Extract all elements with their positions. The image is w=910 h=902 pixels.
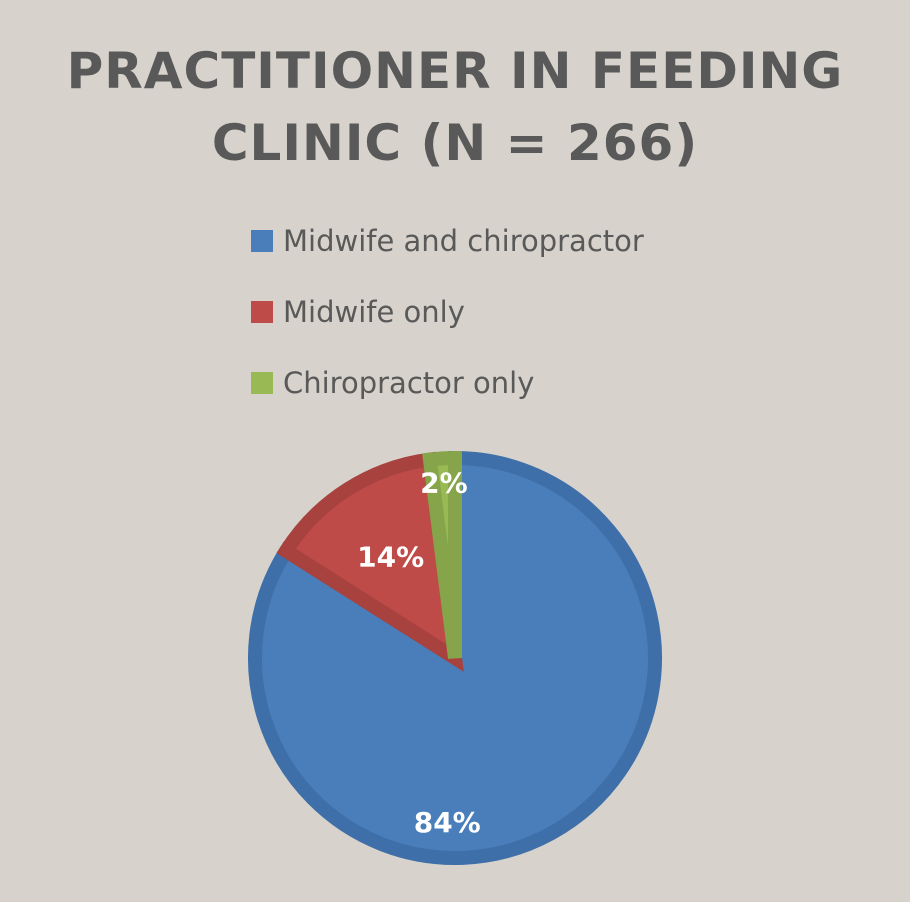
chart-legend: Midwife and chiropractor Midwife only Chir… — [251, 224, 644, 400]
chart-title-line-2: CLINIC (N = 266) — [212, 114, 698, 172]
pie-slice — [422, 450, 462, 659]
pie-data-label: 84% — [414, 806, 481, 839]
pie-data-label: 14% — [357, 541, 424, 574]
pie-slice — [276, 451, 464, 672]
pie-data-label: 2% — [420, 466, 468, 499]
chart-title-line-1: PRACTITIONER IN FEEDING — [67, 42, 844, 100]
legend-item: Midwife and chiropractor — [251, 224, 644, 258]
legend-swatch — [251, 301, 273, 323]
legend-swatch — [251, 230, 273, 252]
legend-swatch — [251, 372, 273, 394]
legend-label: Chiropractor only — [283, 366, 534, 400]
legend-label: Midwife only — [283, 295, 465, 329]
legend-item: Chiropractor only — [251, 366, 534, 400]
legend-item: Midwife only — [251, 295, 465, 329]
pie-slices — [248, 450, 662, 865]
chart-title: PRACTITIONER IN FEEDING CLINIC (N = 266) — [67, 42, 844, 172]
legend-label: Midwife and chiropractor — [283, 224, 644, 258]
pie-data-labels: 84% 14% 2% — [357, 466, 481, 838]
